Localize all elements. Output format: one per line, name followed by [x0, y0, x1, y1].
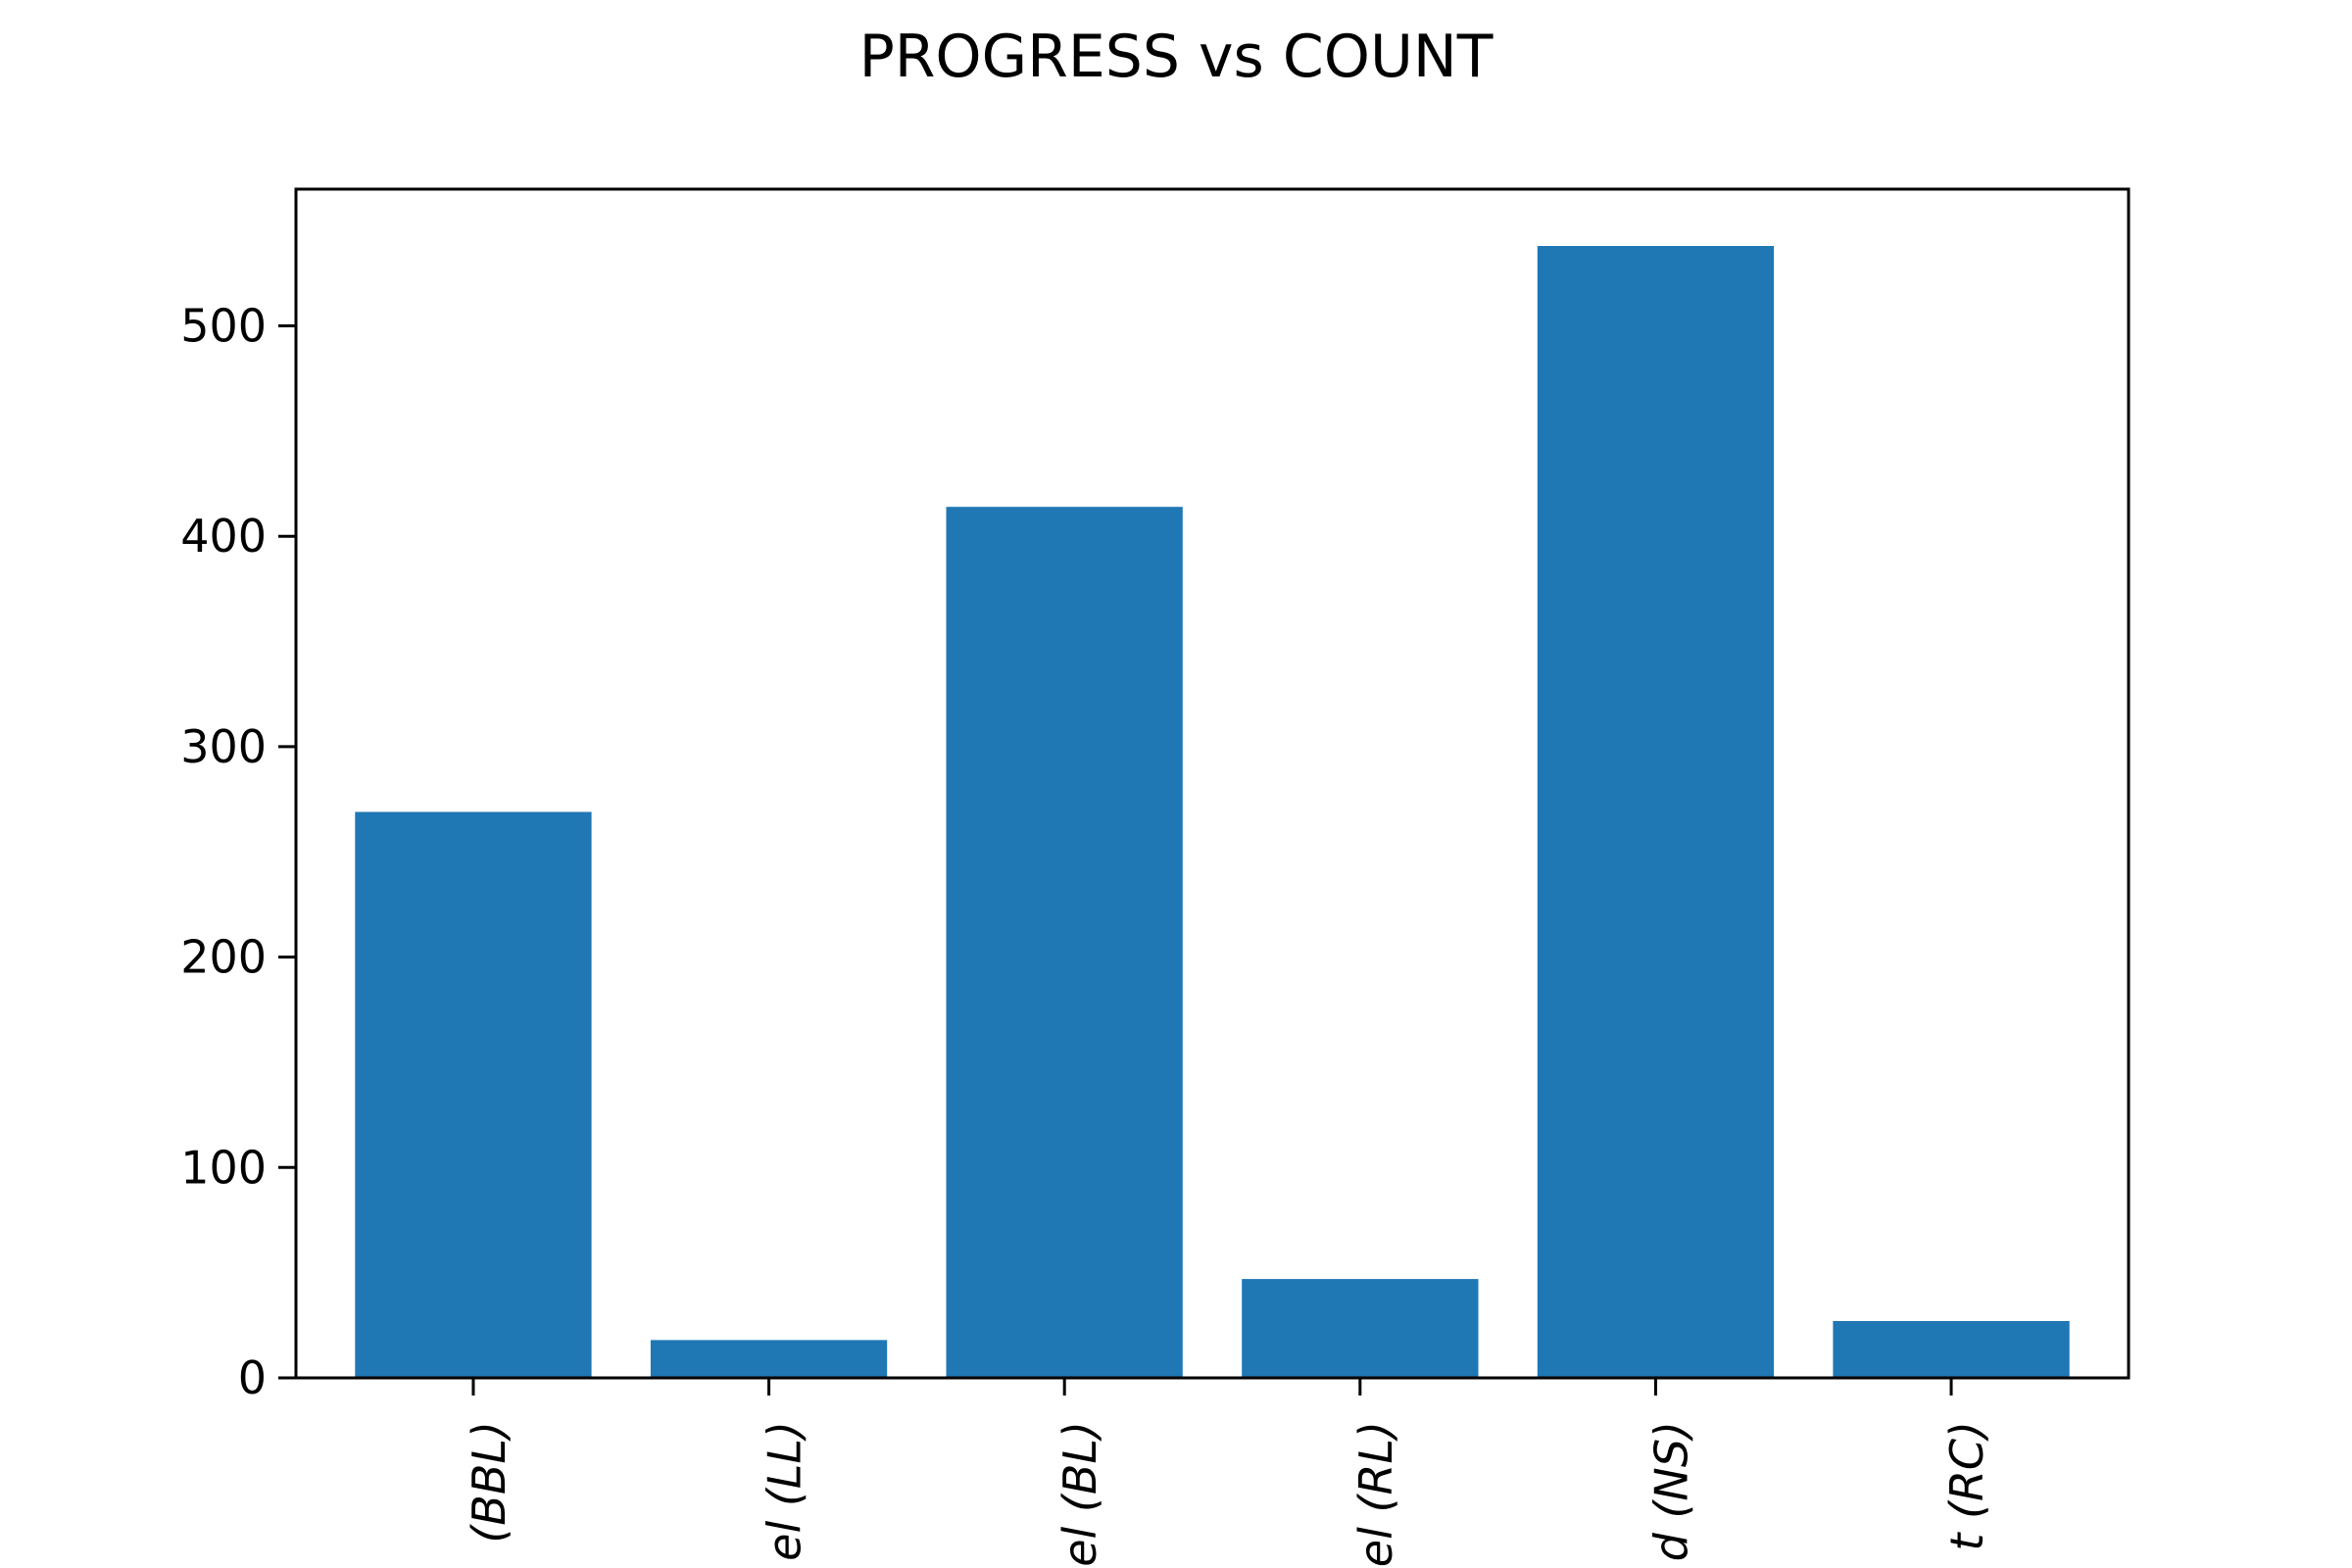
bar-1: [650, 1340, 888, 1378]
x-tick-label: el (LL): [759, 1421, 811, 1561]
bar-5: [1833, 1321, 2070, 1378]
y-tick-label: 400: [180, 510, 267, 563]
x-tick-label: el (RL): [1349, 1421, 1402, 1567]
y-tick-label: 500: [180, 300, 267, 353]
bars: [355, 246, 2070, 1378]
bar-0: [355, 811, 592, 1378]
y-tick-label: 0: [238, 1351, 267, 1404]
chart-title: PROGRESS vs COUNT: [859, 23, 1494, 91]
y-tick-label: 100: [180, 1141, 267, 1194]
bar-2: [946, 507, 1183, 1378]
x-tick-label: d (NS): [1644, 1421, 1697, 1561]
x-tick-label: el (BL): [1054, 1421, 1106, 1567]
bar-3: [1242, 1279, 1479, 1378]
y-tick-label: 300: [180, 720, 267, 773]
plot-area: 0 100 200 300 400 500 (BBL) el (LL) el (BL) el (…: [180, 187, 2131, 1567]
plot-frame: [294, 187, 2131, 1380]
x-tick-label: (BBL): [463, 1421, 515, 1544]
x-axis: (BBL) el (LL) el (BL) el (RL) d (NS) t (RC): [463, 1378, 1993, 1567]
y-axis: 0 100 200 300 400 500: [180, 300, 296, 1404]
x-tick-label: t (RC): [1940, 1421, 1993, 1551]
y-tick-label: 200: [180, 931, 267, 984]
bar-4: [1537, 246, 1775, 1378]
